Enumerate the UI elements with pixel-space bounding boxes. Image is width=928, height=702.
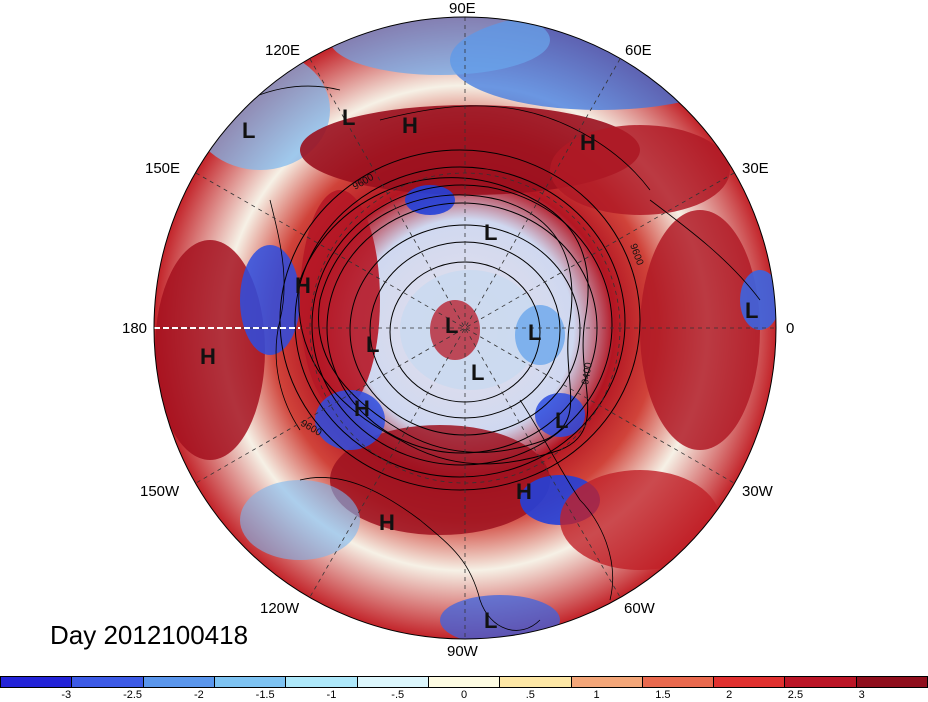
pressure-high-label: H bbox=[354, 396, 370, 421]
lon-label-0: 0 bbox=[786, 320, 795, 337]
pressure-low-label: L bbox=[555, 408, 568, 433]
colorbar-swatch bbox=[286, 677, 358, 687]
colorbar-swatch bbox=[856, 677, 928, 687]
lon-label-150e: 150E bbox=[145, 160, 181, 177]
pressure-low-label: L bbox=[242, 118, 255, 143]
colorbar-tick-label: -3 bbox=[61, 689, 72, 701]
colorbar-tick-label: -2 bbox=[193, 689, 204, 701]
colorbar-swatch bbox=[571, 677, 643, 687]
lon-label-60w: 60W bbox=[624, 600, 655, 617]
colorbar-tick-label: 0 bbox=[460, 689, 468, 701]
pressure-high-label: H bbox=[516, 479, 532, 504]
lon-label-150w: 150W bbox=[140, 483, 180, 500]
colorbar-swatch bbox=[1, 677, 73, 687]
pressure-low-label: L bbox=[471, 360, 484, 385]
pressure-high-label: H bbox=[580, 130, 596, 155]
colorbar-tick-label: 1 bbox=[593, 689, 600, 701]
pressure-low-label: L bbox=[484, 220, 497, 245]
day-title: Day 2012100418 bbox=[50, 620, 249, 650]
lon-label-180: 180 bbox=[122, 320, 148, 337]
colorbar-swatch bbox=[214, 677, 287, 687]
colorbar-tick-label: 2 bbox=[726, 689, 733, 701]
colorbar-tick-label: -.5 bbox=[391, 689, 405, 701]
pressure-low-label: L bbox=[484, 608, 497, 633]
anomaly-field bbox=[155, 17, 776, 639]
pressure-low-label: L bbox=[528, 320, 541, 345]
colorbar-tick-label: 1.5 bbox=[655, 689, 671, 701]
pressure-low-label: L bbox=[366, 332, 379, 357]
colorbar-swatch bbox=[785, 677, 857, 687]
colorbar-tick-label: -1.5 bbox=[255, 689, 275, 701]
lon-label-90w: 90W bbox=[447, 643, 478, 660]
colorbar-swatch bbox=[357, 677, 429, 687]
pressure-low-label: L bbox=[445, 313, 458, 338]
colorbar-tick-label: -1 bbox=[326, 689, 337, 701]
pressure-high-label: H bbox=[295, 273, 311, 298]
colorbar-swatch bbox=[72, 677, 144, 687]
colorbar-swatch bbox=[500, 677, 572, 687]
pressure-low-label: L bbox=[745, 298, 758, 323]
colorbar-tick-label: .5 bbox=[525, 689, 535, 701]
pressure-high-label: H bbox=[379, 510, 395, 535]
lon-label-90e: 90E bbox=[449, 0, 476, 17]
colorbar-swatch bbox=[428, 677, 501, 687]
lon-label-120w: 120W bbox=[260, 600, 300, 617]
lon-label-120e: 120E bbox=[265, 42, 301, 59]
colorbar-tick-label: 2.5 bbox=[787, 689, 804, 701]
pressure-low-label: L bbox=[342, 105, 355, 130]
colorbar bbox=[0, 676, 928, 688]
graticule bbox=[154, 17, 776, 639]
contour-label: 9400 bbox=[580, 361, 595, 385]
pressure-systems: L H H H L H H L L L L L H L H H H L H L bbox=[200, 105, 758, 633]
colorbar-tick-label: 3 bbox=[858, 689, 865, 701]
map-border bbox=[153, 16, 777, 640]
pressure-high-label: H bbox=[200, 344, 216, 369]
colorbar-swatch bbox=[642, 677, 715, 687]
lon-label-30e: 30E bbox=[742, 160, 769, 177]
colorbar-swatch bbox=[143, 677, 215, 687]
colorbar-tick-label: -2.5 bbox=[123, 689, 143, 701]
colorbar-swatch bbox=[714, 677, 786, 687]
lon-label-60e: 60E bbox=[625, 42, 652, 59]
coastlines bbox=[229, 85, 761, 631]
pressure-high-label: H bbox=[402, 113, 418, 138]
lon-label-30w: 30W bbox=[742, 483, 773, 500]
